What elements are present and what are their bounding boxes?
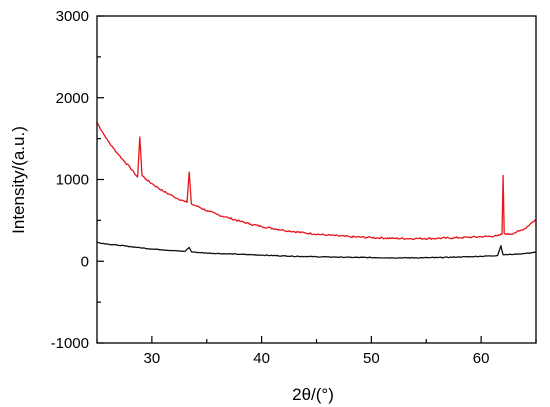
- x-axis-title: 2θ/(°): [292, 385, 334, 404]
- y-tick-label: 1000: [56, 172, 89, 189]
- y-tick-label: 2000: [56, 90, 89, 107]
- y-tick-label: 0: [81, 253, 89, 270]
- y-tick-label: 3000: [56, 8, 89, 25]
- x-tick-label: 50: [363, 350, 380, 367]
- series-layer: [96, 121, 537, 259]
- y-tick-label: -1000: [51, 335, 89, 352]
- axes-layer: 30 40 50 60 -1000 0 1000 2000 3000: [51, 8, 537, 367]
- x-tick-label: 30: [144, 350, 161, 367]
- series-line-1: [96, 121, 537, 241]
- y-axis-title: Intensity/(a.u.): [9, 126, 28, 234]
- x-tick-label: 40: [253, 350, 270, 367]
- series-line-2: [96, 241, 537, 259]
- plot-frame: [96, 15, 537, 344]
- x-tick-label: 60: [473, 350, 490, 367]
